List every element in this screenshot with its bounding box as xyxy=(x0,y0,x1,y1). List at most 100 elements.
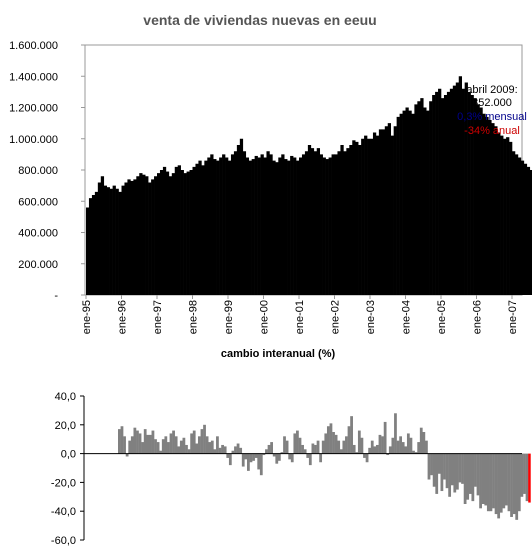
bar xyxy=(396,116,400,295)
bar xyxy=(384,126,389,295)
bar xyxy=(241,453,245,467)
bar xyxy=(123,436,126,454)
bar xyxy=(448,453,452,497)
bar xyxy=(417,442,421,454)
bar xyxy=(242,151,247,295)
bar xyxy=(350,416,353,454)
bar xyxy=(272,160,276,295)
bar xyxy=(337,440,341,454)
bar xyxy=(450,453,454,486)
bar xyxy=(432,453,436,487)
bar xyxy=(127,179,131,295)
bar xyxy=(307,145,312,295)
bar xyxy=(491,123,495,295)
x-tick-label: ene-04 xyxy=(401,300,413,334)
bar xyxy=(213,159,217,295)
bar xyxy=(355,141,359,295)
bar xyxy=(471,453,475,502)
x-tick-label: ene-98 xyxy=(188,300,200,334)
bar xyxy=(414,104,418,295)
bar xyxy=(358,145,362,295)
bar xyxy=(473,98,477,295)
bar xyxy=(438,88,442,295)
y-tick-label: 400.000 xyxy=(18,228,58,240)
bar xyxy=(468,453,472,494)
bar xyxy=(130,436,134,454)
bar xyxy=(425,440,428,454)
bar xyxy=(506,137,510,295)
bar xyxy=(390,135,394,295)
bar xyxy=(429,101,433,295)
y-tick-label: 0,0 xyxy=(61,449,76,461)
bar xyxy=(198,160,202,295)
bar xyxy=(260,154,264,295)
bar xyxy=(161,439,165,454)
bar xyxy=(244,453,248,460)
bar xyxy=(435,91,439,295)
bar xyxy=(476,104,480,295)
bar xyxy=(298,437,302,454)
annotation-annual: -34% anual xyxy=(464,125,520,137)
bar xyxy=(266,151,270,295)
bar xyxy=(445,453,449,489)
bar xyxy=(467,91,471,295)
bar xyxy=(329,423,333,454)
bar xyxy=(168,176,173,295)
y-tick-label: 1.400.000 xyxy=(9,71,58,83)
bar xyxy=(378,434,382,454)
bar xyxy=(360,437,364,454)
bar xyxy=(355,452,359,454)
bar xyxy=(419,427,423,454)
bar xyxy=(148,434,152,454)
bar xyxy=(269,154,273,295)
bar xyxy=(204,160,208,295)
bar xyxy=(236,145,241,295)
bar xyxy=(290,155,294,295)
bar xyxy=(275,162,279,295)
bar xyxy=(497,453,501,519)
bar xyxy=(499,453,503,513)
bar xyxy=(189,170,193,295)
bar xyxy=(171,173,176,295)
bar xyxy=(197,436,201,454)
bar xyxy=(427,453,431,480)
bar xyxy=(406,433,410,454)
bar xyxy=(332,432,335,454)
bar xyxy=(505,453,508,506)
y-tick-label: 600.000 xyxy=(18,196,58,208)
annotation-value: 352.000 xyxy=(472,97,512,109)
bar xyxy=(520,160,525,295)
bar xyxy=(203,424,206,454)
y-tick-label: 200.000 xyxy=(18,259,58,271)
bar xyxy=(316,440,320,454)
bar xyxy=(222,154,226,295)
bar xyxy=(412,450,415,454)
bar xyxy=(402,110,406,295)
bar xyxy=(368,447,372,454)
bar xyxy=(328,157,332,295)
x-tick-label: ene-00 xyxy=(259,300,271,334)
bar xyxy=(287,160,291,295)
bar xyxy=(207,157,211,295)
bar xyxy=(234,446,237,454)
y-tick-label: 20,0 xyxy=(55,420,76,432)
bar xyxy=(230,154,235,295)
bar xyxy=(133,427,137,454)
y-tick-label: - xyxy=(54,290,58,302)
bar xyxy=(187,449,191,454)
bar xyxy=(177,165,181,295)
bar xyxy=(489,453,493,512)
bar xyxy=(94,191,99,295)
bar xyxy=(446,91,451,295)
bar xyxy=(349,145,353,295)
bar xyxy=(455,82,460,295)
bar xyxy=(124,182,128,295)
bar xyxy=(138,433,142,454)
x-tick-label: ene-07 xyxy=(507,300,519,334)
bar xyxy=(151,179,155,295)
bar xyxy=(228,160,232,295)
bar xyxy=(507,453,511,512)
bar xyxy=(223,446,227,454)
bar xyxy=(283,436,286,454)
bar xyxy=(414,452,418,454)
